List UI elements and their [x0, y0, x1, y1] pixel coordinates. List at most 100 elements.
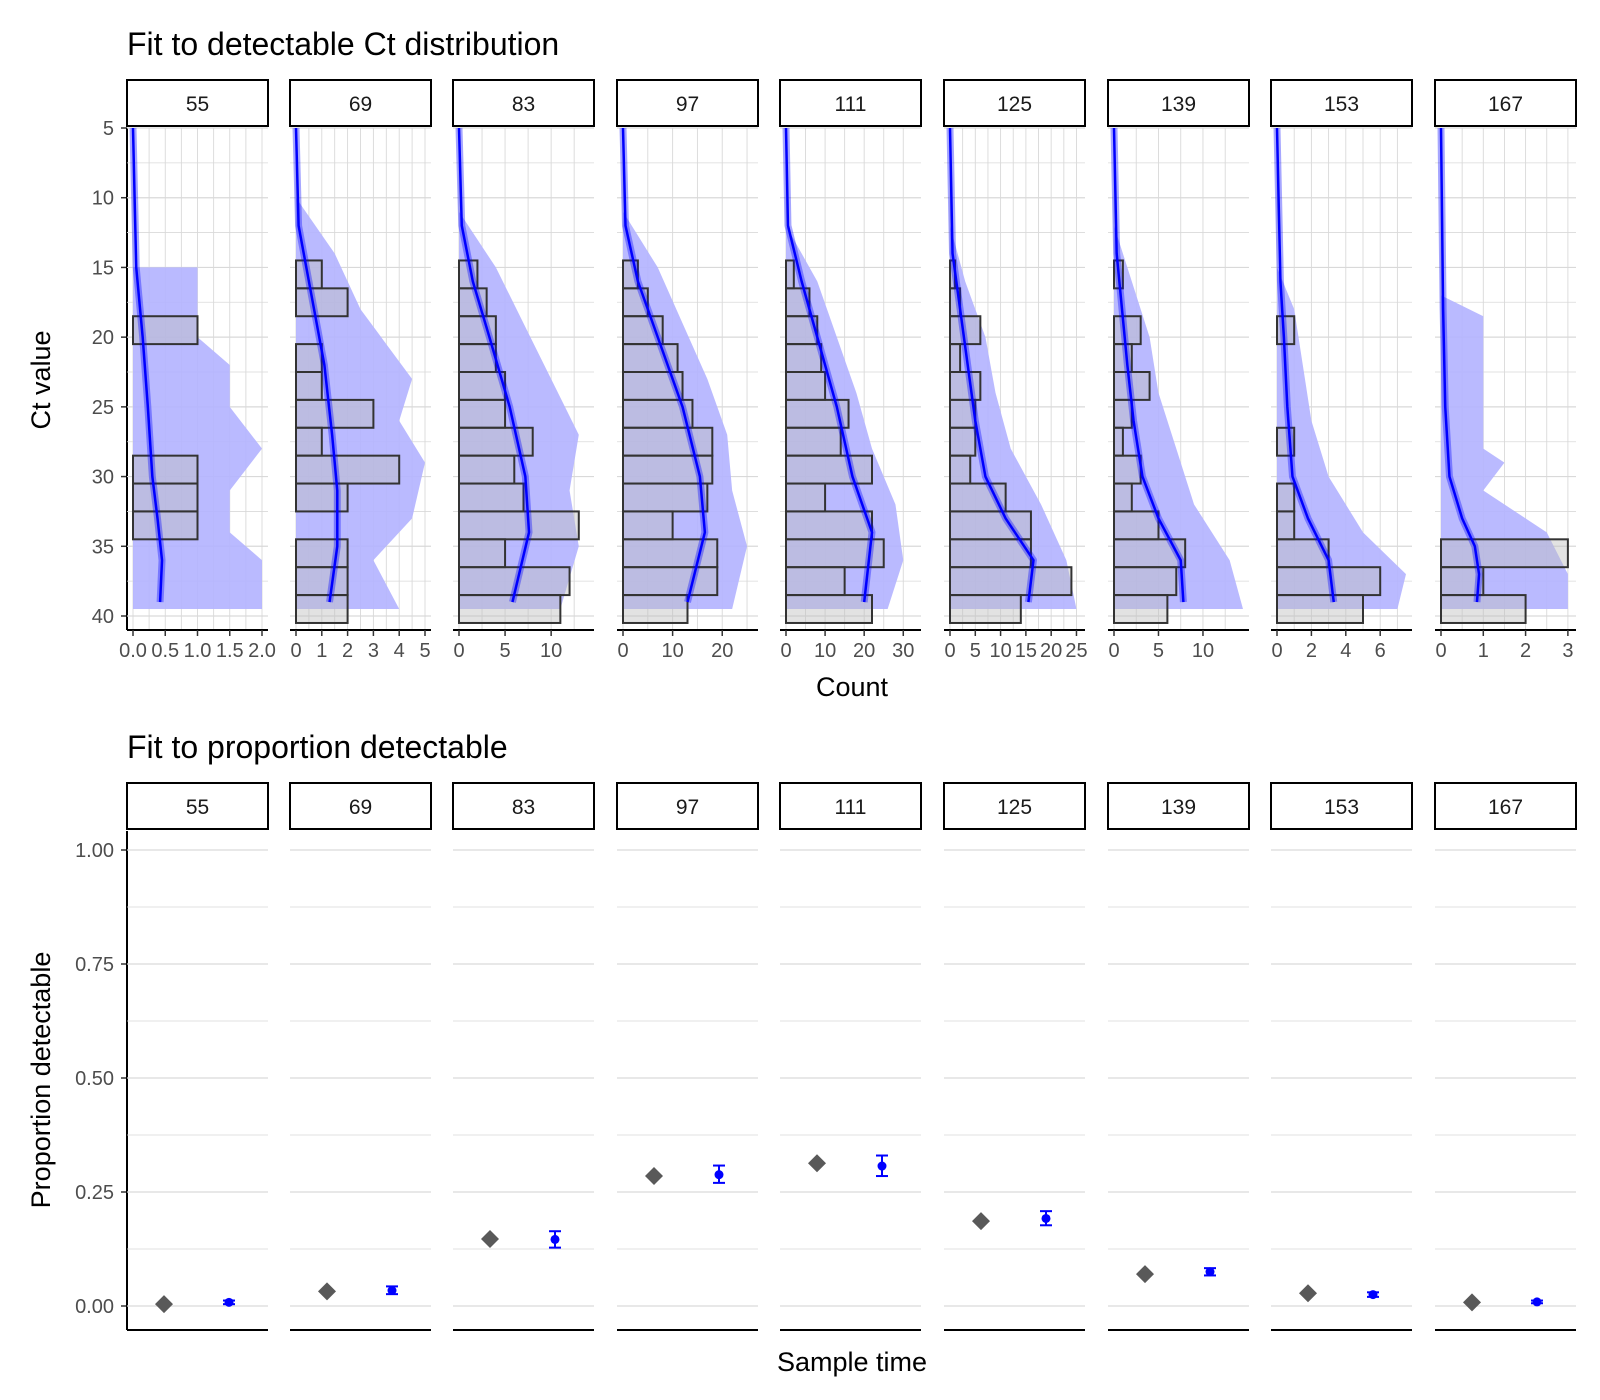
histogram-bar — [1440, 538, 1569, 569]
strip-label: 125 — [997, 796, 1032, 819]
strip-label: 69 — [349, 93, 372, 116]
x-tick-label: 2 — [1520, 640, 1531, 662]
strip-label: 153 — [1324, 93, 1359, 116]
x-tick-label: 1.0 — [184, 640, 212, 662]
histogram-bar — [785, 566, 846, 597]
facet-panel-55: 55 0.0 0.5 1.0 1.5 2.0 — [119, 79, 276, 662]
facet-panel-125: 125 — [943, 782, 1086, 1331]
strip-box — [1434, 782, 1577, 830]
fit-curve — [294, 127, 339, 603]
x-tick-label: 1.5 — [216, 640, 244, 662]
x-tick-label: 20 — [1040, 640, 1062, 662]
fit-curve — [131, 127, 164, 603]
strip-box — [452, 782, 595, 830]
strip-box — [943, 782, 1086, 830]
fit-ribbon — [1441, 295, 1568, 610]
strip-box — [943, 79, 1086, 127]
x-tick-label: 5 — [1153, 640, 1164, 662]
histogram-bar — [132, 454, 199, 485]
y-tick-label: 1.00 — [75, 840, 114, 862]
histogram-bar — [949, 594, 1022, 624]
histogram-bar — [1276, 482, 1296, 513]
histogram-bar — [949, 398, 977, 429]
histogram-bar — [785, 454, 873, 485]
strip-label: 55 — [186, 796, 209, 819]
strip-label: 139 — [1161, 93, 1196, 116]
histogram-bar — [785, 371, 827, 401]
histogram-bar — [132, 510, 199, 541]
histogram-bar — [295, 594, 349, 624]
x-tick-label: 2.0 — [248, 640, 276, 662]
top-panel-title: Fit to detectable Ct distribution — [127, 26, 559, 62]
y-tick-label: 0.50 — [75, 1068, 114, 1090]
fitted-point — [224, 1297, 234, 1307]
facet-panel-55: 55 — [126, 782, 269, 1331]
fit-curve — [457, 127, 531, 603]
y-tick-label: 5 — [103, 118, 114, 140]
strip-label: 83 — [512, 93, 535, 116]
histogram-bar — [785, 259, 795, 290]
strip-box — [616, 79, 759, 127]
y-tick-label: 35 — [92, 536, 114, 558]
histogram-bar — [458, 510, 580, 541]
histogram-bar — [622, 343, 679, 374]
histogram-bar — [458, 398, 507, 429]
fitted-point — [1532, 1297, 1542, 1307]
strip-box — [289, 782, 432, 830]
histogram-bar — [1276, 566, 1382, 597]
facet-panel-153: 153 0 2 4 6 — [1270, 79, 1413, 662]
facet-panel-83: 83 — [452, 782, 595, 1331]
x-tick-label: 2 — [342, 640, 353, 662]
facet-panel-153: 153 — [1270, 782, 1413, 1331]
facet-panel-167: 167 — [1434, 782, 1577, 1331]
strip-label: 153 — [1324, 796, 1359, 819]
strip-box — [1270, 79, 1413, 127]
fitted-point — [1205, 1267, 1215, 1277]
facet-panel-167: 167 0 1 2 3 — [1434, 79, 1577, 662]
x-tick-label: 4 — [1340, 640, 1351, 662]
strip-label: 125 — [997, 93, 1032, 116]
histogram-bar — [785, 343, 823, 374]
fit-ribbon — [1114, 225, 1243, 610]
y-tick-label: 0.75 — [75, 954, 114, 976]
fitted-point — [1041, 1213, 1051, 1223]
x-tick-label: 5 — [970, 640, 981, 662]
bottom-y-axis-title: Proportion detectable — [26, 952, 56, 1209]
facet-panel-139: 139 — [1107, 782, 1250, 1331]
observed-point — [645, 1167, 663, 1186]
histogram-bar — [949, 454, 972, 485]
histogram-bar — [622, 482, 709, 513]
fit-ribbon — [950, 225, 1077, 610]
histogram-bar — [1113, 315, 1142, 346]
x-tick-label: 3 — [368, 640, 379, 662]
strip-label: 139 — [1161, 796, 1196, 819]
fit-curve — [1439, 127, 1481, 603]
histogram-bar — [295, 566, 349, 597]
histogram-bar — [622, 287, 649, 318]
x-tick-label: 10 — [661, 640, 683, 662]
strip-box — [1107, 782, 1250, 830]
observed-point — [972, 1212, 990, 1231]
observed-point — [1299, 1284, 1317, 1303]
facet-panel-125: 125 0 5 10 15 20 25 — [943, 79, 1088, 662]
fit-ribbon — [459, 211, 579, 610]
strip-label: 97 — [676, 93, 699, 116]
facet-panel-139: 139 0 5 10 — [1107, 79, 1250, 662]
observed-point — [808, 1154, 826, 1173]
histogram-bar — [132, 482, 199, 513]
strip-label: 97 — [676, 796, 699, 819]
strip-box — [289, 79, 432, 127]
x-tick-label: 1 — [316, 640, 327, 662]
observed-point — [318, 1282, 336, 1301]
fit-ribbon — [296, 197, 425, 610]
strip-box — [126, 79, 269, 127]
strip-box — [126, 782, 269, 830]
histogram-bar — [1113, 482, 1133, 513]
x-tick-label: 15 — [1015, 640, 1037, 662]
fitted-point — [387, 1285, 397, 1295]
y-tick-label: 15 — [92, 257, 114, 279]
proportion-panels: 0.00 0.25 0.50 0.75 1.00 55 69 83 97 111 125 139 153… — [75, 782, 1577, 1331]
strip-box — [1270, 782, 1413, 830]
